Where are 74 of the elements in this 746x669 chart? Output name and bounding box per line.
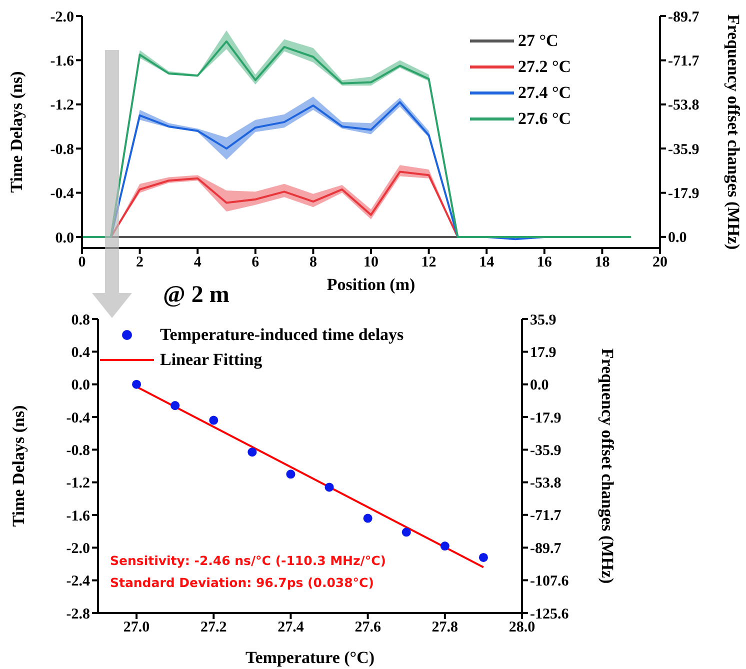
x-tick-label: 27.6 <box>354 620 382 636</box>
legend-label: 27.2 °C <box>518 57 572 77</box>
x-tick-label: 18 <box>594 254 610 271</box>
x-axis-title: Temperature (°C) <box>245 648 375 667</box>
x-axis-title: Position (m) <box>326 275 416 294</box>
y-tick-label: -0.4 <box>66 410 90 426</box>
y2-tick-label: -107.6 <box>530 574 570 590</box>
y-tick-label: 0.8 <box>71 312 90 328</box>
y2-tick-label: -71.7 <box>530 508 562 524</box>
x-tick-label: 4 <box>194 254 202 271</box>
y-tick-label: 0.4 <box>71 344 90 361</box>
y2-tick-label: -71.7 <box>668 54 700 70</box>
y-tick-label: -2.0 <box>50 9 74 26</box>
annotation: Standard Deviation: 96.7ps (0.038°C) <box>110 575 374 590</box>
y-tick-label: -1.2 <box>66 476 90 492</box>
point <box>248 448 257 457</box>
x-tick-label: 8 <box>309 254 317 271</box>
legend-label: Temperature-induced time delays <box>160 324 404 344</box>
y2-tick-label: -89.7 <box>530 540 562 557</box>
y2-tick-label: 0.0 <box>668 230 687 246</box>
point <box>209 416 218 425</box>
y-tick-label: 0.0 <box>71 378 90 394</box>
x-tick-label: 27.2 <box>200 620 227 636</box>
point <box>170 401 180 410</box>
y2-tick-label: -53.8 <box>530 476 562 492</box>
y2-axis-title: Frequency offset changes (MHz) <box>724 14 743 250</box>
point <box>478 552 488 562</box>
x-tick-label: 27.8 <box>432 620 458 636</box>
y2-tick-label: 17.9 <box>530 345 556 362</box>
y2-tick-label: -53.8 <box>668 98 700 114</box>
y2-tick-label: -35.9 <box>530 443 562 460</box>
y-tick-label: -0.8 <box>50 142 74 158</box>
y2-tick-label: -17.9 <box>530 410 562 426</box>
legend-label: 27.6 °C <box>518 109 572 129</box>
y-tick-label: -0.8 <box>66 442 90 459</box>
x-tick-label: 16 <box>536 254 552 271</box>
x-tick-label: 6 <box>252 254 260 271</box>
x-tick-label: 12 <box>421 254 436 271</box>
x-tick-label: 27.4 <box>278 620 304 636</box>
point <box>132 380 142 389</box>
y2-tick-label: -35.9 <box>668 142 700 158</box>
y-tick-label: -1.6 <box>66 508 90 524</box>
y-tick-label: 0.0 <box>55 230 74 246</box>
y-tick-label: -1.2 <box>50 98 74 114</box>
y2-tick-label: 0.0 <box>530 378 549 394</box>
chart-title: @ 2 m <box>163 282 230 309</box>
y2-tick-label: -125.6 <box>530 606 570 622</box>
y-axis-title: Time Delays (ns) <box>7 71 26 193</box>
y-tick-label: -2.0 <box>66 540 90 557</box>
point <box>286 470 296 479</box>
y-tick-label: -0.4 <box>50 186 74 202</box>
y2-tick-label: 35.9 <box>530 312 556 328</box>
annotation: Sensitivity: -2.46 ns/°C (-110.3 MHz/°C) <box>110 553 386 568</box>
x-tick-label: 10 <box>364 254 378 271</box>
y-tick-label: -1.6 <box>50 54 74 70</box>
x-tick-label: 14 <box>479 254 495 271</box>
point <box>363 514 372 523</box>
legend-label: 27.4 °C <box>518 83 572 103</box>
y2-tick-label: -17.9 <box>668 186 700 202</box>
legend-label: Linear Fitting <box>160 350 262 370</box>
y-tick-label: -2.4 <box>66 574 90 590</box>
y2-axis-title: Frequency offset changes (MHz) <box>598 348 617 584</box>
y2-tick-label: -89.7 <box>668 9 700 26</box>
point <box>402 528 411 537</box>
y-tick-label: -2.8 <box>66 606 90 622</box>
x-tick-label: 0 <box>78 254 86 271</box>
y-axis-title: Time Delays (ns) <box>9 405 28 527</box>
point <box>324 482 334 492</box>
x-tick-label: 28.0 <box>508 620 536 636</box>
point <box>440 542 450 551</box>
x-tick-label: 27.0 <box>123 620 150 636</box>
x-tick-label: 2 <box>136 254 144 271</box>
legend-label: 27 °C <box>518 31 558 51</box>
x-tick-label: 20 <box>652 254 668 271</box>
